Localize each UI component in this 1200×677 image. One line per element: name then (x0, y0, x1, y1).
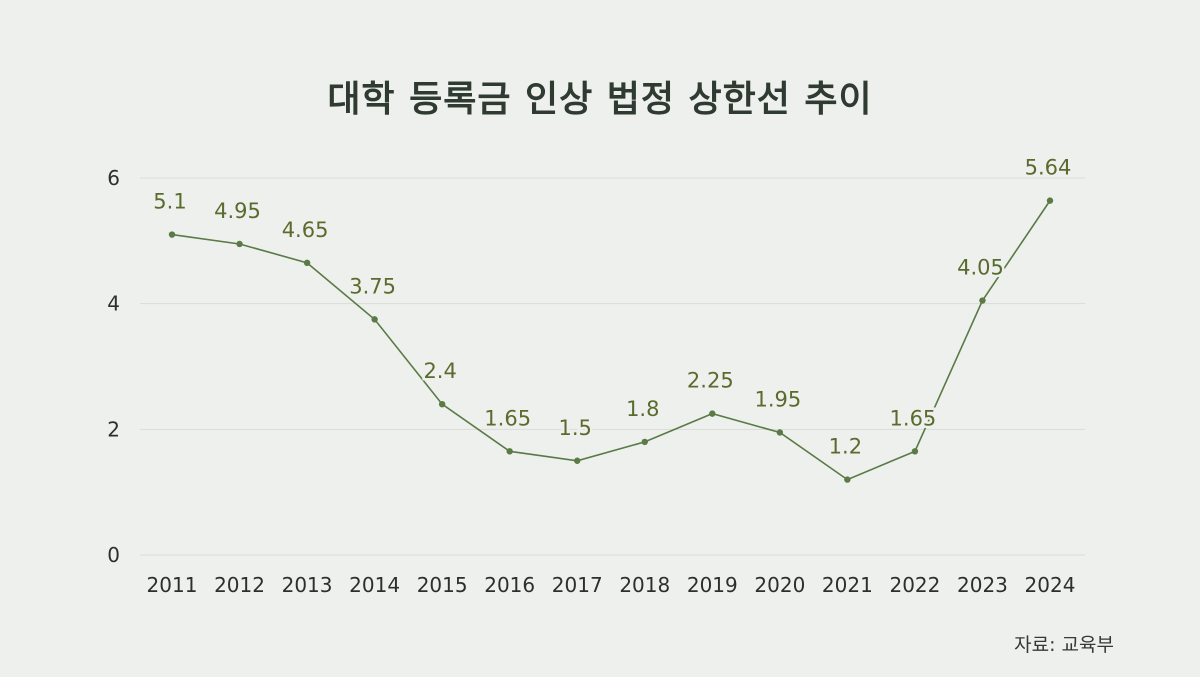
x-tick-label: 2020 (754, 573, 805, 597)
x-tick-label: 2012 (214, 573, 265, 597)
data-point (911, 448, 919, 455)
data-label: 5.64 (1025, 156, 1072, 180)
data-point (506, 448, 513, 455)
data-label: 1.95 (754, 387, 801, 411)
data-label: 5.1 (153, 190, 186, 214)
x-tick-label: 2024 (1025, 573, 1076, 597)
chart-title: 대학 등록금 인상 법정 상한선 추이 (327, 79, 873, 120)
data-point (641, 438, 648, 446)
x-tick-label: 2016 (484, 573, 535, 597)
source-note: 자료: 교육부 (1014, 634, 1114, 656)
data-label: 1.65 (484, 406, 531, 430)
data-label: 1.2 (829, 435, 862, 459)
data-label: 4.65 (282, 218, 329, 242)
data-point (574, 457, 581, 464)
data-point (709, 410, 716, 417)
data-label: 1.5 (559, 416, 592, 440)
data-point (303, 259, 311, 267)
x-tick-label: 2013 (282, 573, 333, 597)
x-tick-label: 2011 (147, 573, 198, 597)
y-tick-label: 0 (107, 543, 120, 567)
data-point (438, 401, 446, 408)
data-point (776, 429, 784, 436)
data-label: 2.4 (423, 359, 456, 383)
data-point (1046, 197, 1054, 204)
data-point (371, 316, 378, 323)
data-label: 1.8 (626, 397, 659, 421)
y-tick-label: 2 (107, 417, 120, 441)
y-tick-label: 4 (107, 292, 120, 316)
x-tick-label: 2014 (349, 573, 400, 597)
data-point (844, 476, 851, 483)
data-label: 4.95 (214, 199, 261, 223)
x-tick-label: 2017 (552, 573, 603, 597)
data-point (168, 231, 176, 238)
x-tick-label: 2023 (957, 573, 1008, 597)
data-label: 2.25 (687, 369, 734, 393)
x-tick-label: 2019 (687, 573, 738, 597)
x-tick-label: 2015 (417, 573, 468, 597)
data-label: 3.75 (349, 274, 396, 298)
series-line (171, 200, 1051, 481)
x-tick-label: 2021 (822, 573, 873, 597)
data-label: 1.65 (890, 406, 937, 430)
x-tick-label: 2022 (889, 573, 940, 597)
x-tick-label: 2018 (619, 573, 670, 597)
data-point (236, 240, 243, 248)
data-label: 4.05 (957, 256, 1004, 280)
y-tick-label: 6 (107, 166, 120, 190)
data-point (979, 297, 986, 304)
